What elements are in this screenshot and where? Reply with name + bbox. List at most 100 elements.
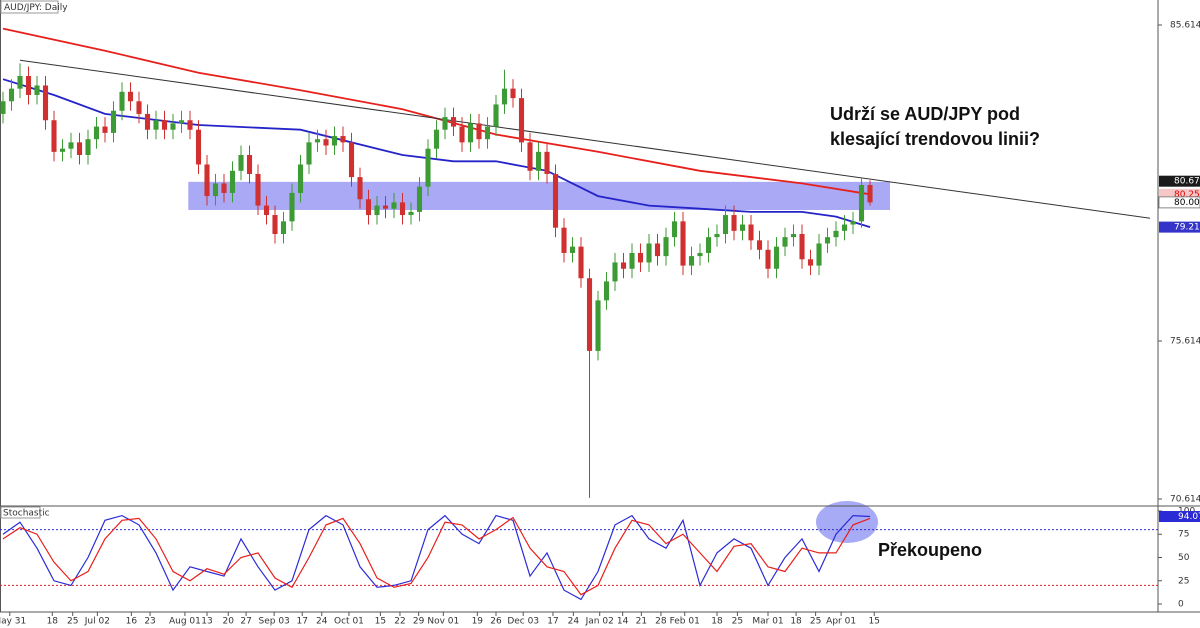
candle-body — [433, 129, 440, 149]
x-tick-label: Mar 01 — [752, 617, 783, 627]
x-tick-label: Apr 01 — [826, 617, 856, 627]
candle-body — [629, 252, 635, 269]
candle-body — [153, 120, 159, 130]
support-zone — [188, 181, 890, 210]
candle-body — [331, 136, 338, 146]
candle-body — [646, 243, 652, 263]
candle-body — [374, 205, 380, 216]
candle-body — [688, 256, 695, 266]
candle-body — [612, 262, 618, 282]
candle-body — [221, 183, 227, 193]
candle-body — [161, 120, 168, 130]
price-badge-label: 80.671 — [1174, 177, 1200, 187]
candle-body — [289, 192, 295, 222]
x-tick-label: Aug 01 — [169, 617, 201, 627]
price-badge — [1159, 175, 1200, 187]
candle-body — [8, 88, 15, 102]
candle-body — [280, 221, 287, 234]
candle-body — [544, 151, 550, 174]
candle-body — [246, 154, 253, 174]
candle-body — [76, 142, 83, 155]
candle-body — [42, 85, 49, 121]
candle-body — [535, 151, 542, 171]
candle-body — [807, 259, 814, 266]
candle-body — [603, 281, 610, 301]
annotation: klesající trendovou linii? — [830, 129, 1040, 149]
candle-body — [476, 123, 482, 140]
y-tick-label: 75 — [1178, 530, 1189, 540]
candle-body — [110, 110, 117, 133]
candle-body — [68, 142, 74, 149]
candle-body — [93, 126, 100, 140]
candle-body — [569, 246, 576, 253]
candle-body — [799, 233, 805, 260]
candle-body — [59, 148, 66, 152]
stochastic-line — [2, 514, 871, 601]
candle-body — [408, 211, 414, 216]
y-tick-label: 70.614 — [1170, 494, 1200, 504]
candle-body — [144, 113, 151, 130]
annotation: Udrží se AUD/JPY pod — [830, 104, 1020, 124]
candle-body — [671, 221, 678, 238]
candle-body — [272, 215, 278, 234]
candle-body — [391, 202, 397, 209]
indicator-title: Stochastic — [3, 509, 50, 519]
candle-body — [552, 173, 559, 228]
candle-body — [25, 75, 32, 95]
y-tick-label: 75.614 — [1170, 336, 1200, 346]
x-tick-label: May 31 — [0, 617, 26, 627]
candle-body — [178, 120, 185, 124]
x-tick-label: Feb 01 — [670, 617, 700, 627]
candle-body — [561, 227, 567, 253]
candle-body — [425, 148, 431, 187]
candle-body — [595, 300, 601, 351]
candle-body — [127, 91, 134, 102]
candle-body — [697, 252, 703, 257]
candle-body — [858, 185, 865, 222]
y-tick-label: 0 — [1178, 600, 1184, 610]
x-tick-label: 26 — [490, 617, 502, 627]
candle-body — [297, 164, 304, 193]
candle-body — [739, 224, 746, 231]
candle-body — [85, 139, 91, 155]
x-tick-label: 17 — [547, 617, 558, 627]
candle-body — [382, 205, 389, 209]
candle-body — [263, 205, 270, 216]
candle-body — [450, 117, 457, 127]
x-tick-label: 24 — [568, 617, 580, 627]
y-tick-label: 50 — [1178, 553, 1190, 563]
candle-body — [399, 202, 406, 216]
x-tick-label: 13 — [201, 617, 212, 627]
candle-body — [0, 101, 6, 114]
x-tick-label: 25 — [732, 617, 743, 627]
candle-body — [637, 252, 644, 263]
candle-body — [620, 262, 627, 269]
candle-body — [195, 129, 202, 165]
candle-body — [756, 240, 763, 250]
x-tick-label: 25 — [67, 617, 78, 627]
candle-body — [416, 186, 423, 212]
candle-body — [782, 237, 788, 247]
candle-body — [705, 237, 712, 253]
annotation: Překoupeno — [878, 540, 982, 560]
candle-body — [510, 88, 516, 99]
stochastic-line — [2, 516, 871, 596]
candle-body — [680, 221, 686, 266]
candle-body — [722, 215, 729, 234]
x-tick-label: Nov 01 — [427, 617, 459, 627]
candle-body — [442, 117, 448, 130]
x-tick-label: Jul 02 — [84, 617, 110, 627]
candle-body — [229, 170, 236, 193]
x-tick-label: 14 — [617, 617, 629, 627]
x-tick-label: 15 — [375, 617, 386, 627]
candle-body — [816, 243, 822, 266]
x-tick-label: Dec 03 — [507, 617, 539, 627]
candle-body — [136, 101, 142, 114]
candle-body — [357, 177, 363, 200]
x-tick-label: 20 — [223, 617, 235, 627]
price-badge — [1159, 221, 1200, 233]
x-tick-label: 27 — [240, 617, 251, 627]
candle-body — [867, 185, 873, 203]
candle-body — [340, 136, 346, 143]
